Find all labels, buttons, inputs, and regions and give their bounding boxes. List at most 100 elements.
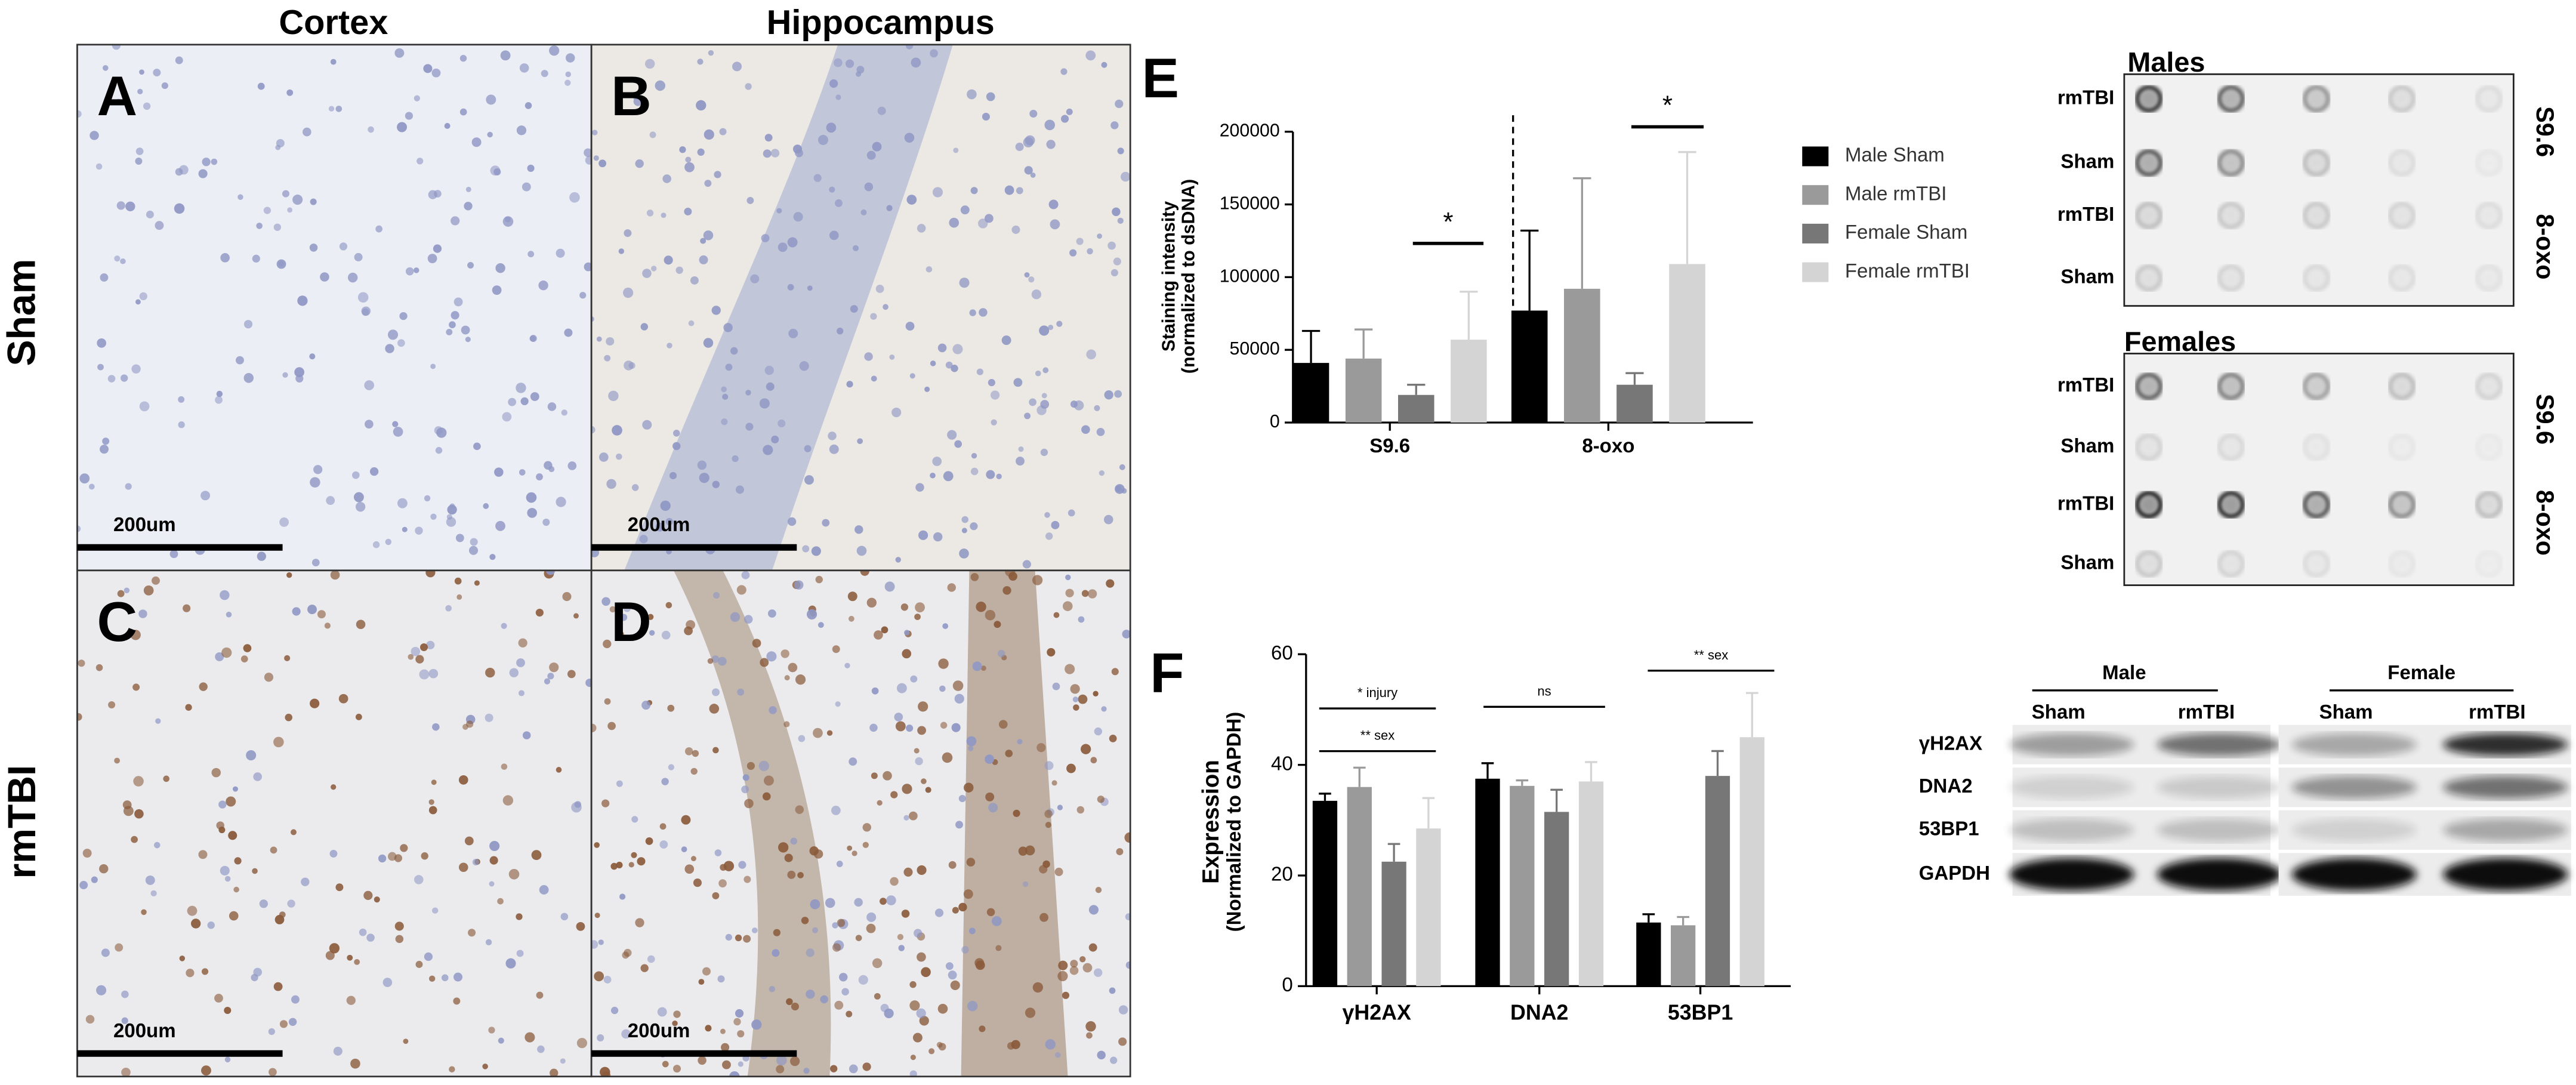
nucleus — [537, 1045, 545, 1053]
nucleus — [143, 585, 154, 596]
nucleus — [153, 69, 161, 77]
nucleus — [234, 857, 242, 865]
nucleus — [1079, 956, 1086, 963]
nucleus — [1047, 648, 1056, 657]
nucleus — [872, 141, 882, 152]
bar — [1705, 776, 1730, 987]
nucleus — [138, 609, 147, 618]
nucleus — [488, 1027, 495, 1034]
blot-dot-core — [2140, 439, 2157, 456]
nucleus — [191, 918, 201, 929]
nucleus — [246, 750, 257, 761]
nucleus — [220, 590, 230, 600]
nucleus — [556, 248, 565, 258]
nucleus — [948, 861, 957, 869]
nucleus — [353, 492, 364, 503]
nucleus — [803, 1068, 810, 1074]
nucleus — [860, 570, 869, 576]
error-bar — [1355, 328, 1373, 359]
nucleus — [1013, 809, 1020, 817]
blot-row-label: Sham — [2060, 434, 2114, 457]
nucleus — [601, 799, 610, 807]
nucleus — [698, 1056, 707, 1065]
nucleus — [411, 646, 421, 656]
blot-probe-label: 8-oxo — [2531, 490, 2559, 556]
nucleus — [610, 862, 618, 870]
nucleus — [392, 421, 399, 427]
nucleus — [610, 1006, 619, 1015]
nucleus — [284, 655, 291, 661]
nucleus — [930, 360, 936, 366]
nucleus — [905, 322, 915, 331]
nucleus — [273, 223, 282, 231]
nucleus — [928, 1048, 935, 1055]
nucleus — [778, 842, 789, 853]
nucleus — [502, 795, 514, 806]
nucleus — [291, 995, 300, 1004]
nucleus — [1060, 115, 1069, 123]
nucleus — [866, 597, 877, 608]
nucleus — [495, 263, 505, 273]
nucleus — [697, 460, 707, 470]
nucleus — [1057, 970, 1068, 982]
nucleus — [224, 1006, 232, 1015]
nucleus — [565, 53, 575, 63]
blot-dot — [2134, 550, 2163, 578]
nucleus — [828, 431, 837, 440]
nucleus — [642, 269, 652, 278]
nucleus — [847, 591, 857, 602]
blot-dot — [2475, 264, 2503, 292]
nucleus — [472, 859, 479, 866]
error-bar — [1745, 692, 1759, 738]
nucleus — [1094, 968, 1103, 977]
nucleus — [228, 831, 237, 840]
nucleus — [273, 982, 283, 991]
nucleus — [441, 974, 449, 982]
nucleus — [776, 208, 782, 214]
nucleus — [1052, 682, 1060, 691]
nucleus — [330, 570, 340, 580]
nucleus — [699, 473, 709, 483]
nucleus — [708, 50, 714, 56]
bar — [1475, 778, 1500, 987]
nucleus — [784, 675, 790, 681]
nucleus — [1073, 704, 1079, 711]
y-axis-label: Expression — [1198, 760, 1224, 884]
nucleus — [218, 826, 226, 834]
nucleus — [778, 242, 788, 252]
nucleus — [1070, 400, 1078, 408]
nucleus — [536, 991, 544, 999]
blot-dot-core — [2223, 90, 2239, 107]
nucleus — [96, 985, 107, 995]
nucleus — [849, 1064, 858, 1074]
nucleus — [112, 44, 121, 50]
nucleus — [696, 100, 707, 111]
nucleus — [937, 1003, 948, 1014]
nucleus — [224, 1056, 231, 1063]
error-bar — [1407, 384, 1426, 395]
nucleus — [114, 255, 121, 262]
nucleus — [655, 522, 665, 532]
nucleus — [631, 816, 638, 823]
nucleus — [549, 45, 560, 56]
nucleus — [569, 192, 580, 203]
nucleus — [1048, 325, 1054, 330]
panel-letter: B — [611, 64, 652, 127]
nucleus — [424, 952, 433, 961]
blot-probe-label: S9.6 — [2531, 106, 2559, 157]
nucleus — [593, 155, 599, 161]
blot-band — [2157, 733, 2282, 756]
nucleus — [211, 158, 218, 165]
nucleus — [394, 48, 405, 58]
nucleus — [301, 877, 310, 886]
nucleus — [143, 102, 151, 110]
nucleus — [667, 704, 675, 712]
nucleus — [183, 604, 191, 612]
nucleus — [917, 726, 926, 735]
blot-dot — [2387, 85, 2416, 113]
nucleus — [79, 881, 88, 890]
nucleus — [607, 722, 616, 730]
nucleus — [760, 658, 769, 667]
blot-band — [2157, 818, 2282, 842]
nucleus — [836, 861, 843, 867]
